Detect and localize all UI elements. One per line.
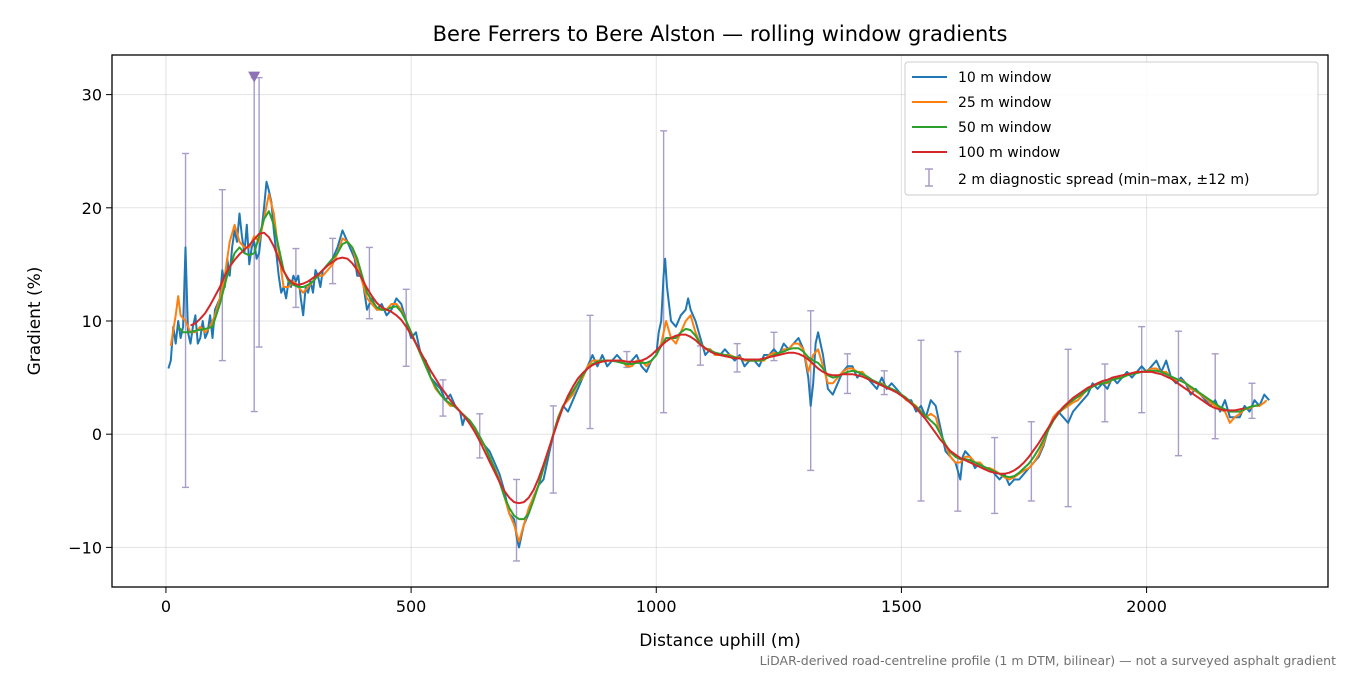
- legend-label-10m: 10 m window: [958, 70, 1051, 86]
- spread-errorbar: [1174, 330, 1182, 457]
- spread-errorbar: [549, 405, 557, 494]
- x-tick-label: 1500: [881, 597, 922, 616]
- x-axis-title: Distance uphill (m): [639, 631, 800, 651]
- spread-errorbar: [586, 314, 594, 430]
- spread-errorbar: [1211, 353, 1219, 440]
- y-tick-label: −10: [68, 538, 102, 557]
- x-tick-label: 2000: [1126, 597, 1167, 616]
- y-tick-label: 30: [82, 86, 102, 105]
- spread-errorbar: [991, 436, 999, 515]
- series-line-3: [190, 231, 1245, 505]
- axis-ticks: 0 500 1000 1500 2000 −10 0 10 20 30: [68, 86, 1167, 616]
- clipped-marker: [248, 71, 261, 83]
- spread-errorbar: [365, 246, 373, 320]
- plot-area: [167, 71, 1270, 562]
- spread-errorbar: [954, 350, 962, 512]
- legend-label-spread: 2 m diagnostic spread (min–max, ±12 m): [958, 172, 1249, 188]
- legend: 10 m window 25 m window 50 m window 100 …: [904, 61, 1319, 196]
- legend-swatch-spread: [925, 168, 933, 187]
- spread-errorbar: [807, 310, 815, 472]
- spread-errorbar: [255, 76, 263, 348]
- y-tick-label: 0: [92, 425, 102, 444]
- spread-errorbar: [292, 247, 300, 309]
- x-tick-label: 1000: [636, 597, 677, 616]
- x-tick-label: 500: [396, 597, 427, 616]
- series-line-1: [169, 193, 1268, 543]
- legend-label-25m: 25 m window: [958, 95, 1051, 111]
- y-tick-label: 10: [82, 312, 102, 331]
- spread-errorbar: [1248, 382, 1256, 420]
- legend-box: [904, 61, 1319, 196]
- spread-errorbar: [1101, 363, 1109, 423]
- series-line-2: [177, 210, 1260, 521]
- spread-errorbar: [917, 339, 925, 502]
- chart-title: Bere Ferrers to Bere Alston — rolling wi…: [433, 22, 1008, 46]
- y-tick-label: 20: [82, 199, 102, 218]
- x-tick-label: 0: [161, 597, 171, 616]
- footnote: LiDAR-derived road-centreline profile (1…: [760, 653, 1336, 668]
- legend-label-50m: 50 m window: [958, 120, 1051, 136]
- spread-errorbar: [513, 478, 521, 562]
- spread-errorbar: [1064, 348, 1072, 508]
- y-axis-title: Gradient (%): [25, 267, 45, 376]
- legend-label-100m: 100 m window: [958, 145, 1060, 161]
- spread-errorbar: [1138, 325, 1146, 414]
